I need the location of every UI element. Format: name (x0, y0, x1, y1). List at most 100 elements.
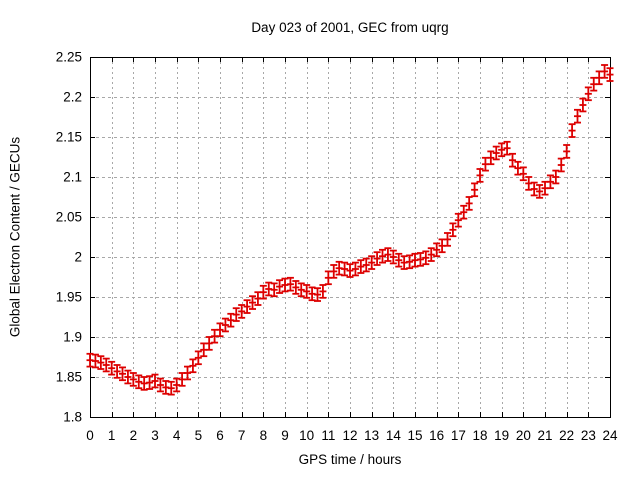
x-tick-label: 9 (281, 428, 289, 443)
x-tick-label: 0 (86, 428, 94, 443)
error-bar-point (601, 64, 609, 79)
data-series (86, 64, 614, 396)
x-tick-label: 6 (216, 428, 224, 443)
x-tick-label: 22 (559, 428, 574, 443)
error-bar-point (124, 369, 132, 385)
x-tick-label: 14 (386, 428, 402, 443)
error-bar-point (330, 264, 338, 279)
error-bar-point (422, 250, 430, 266)
error-bar-point (135, 374, 143, 390)
error-bar-point (465, 196, 473, 211)
x-tick-label: 21 (537, 428, 552, 443)
x-tick-label: 5 (195, 428, 203, 443)
error-bar-point (471, 182, 479, 198)
error-bar-point (384, 247, 392, 262)
error-bar-point (568, 123, 576, 138)
error-bar-point (492, 145, 500, 161)
x-tick-label: 19 (494, 428, 509, 443)
y-tick-label: 2 (74, 250, 82, 265)
x-tick-label: 12 (342, 428, 357, 443)
error-bar-point (292, 280, 300, 295)
error-bar-point (205, 336, 213, 351)
error-bar-point (286, 276, 294, 292)
error-bar-point (108, 360, 116, 376)
error-bar-point (102, 357, 110, 373)
error-bar-point (238, 304, 246, 319)
error-bar-point (546, 174, 554, 190)
x-tick-label: 17 (451, 428, 466, 443)
error-bar-point (341, 261, 349, 277)
error-bar-point (259, 284, 267, 300)
x-tick-label: 15 (407, 428, 422, 443)
error-bar-point (357, 259, 365, 274)
error-bar-point (362, 257, 370, 273)
error-bar-point (563, 144, 571, 159)
error-bar-point (167, 380, 175, 396)
error-bar-point (416, 252, 424, 267)
x-tick-label: 4 (173, 428, 181, 443)
y-tick-label: 2.1 (63, 170, 82, 185)
error-bar-point (151, 373, 159, 389)
x-tick-label: 10 (299, 428, 314, 443)
x-tick-label: 7 (238, 428, 246, 443)
x-tick-label: 16 (429, 428, 444, 443)
y-tick-label: 1.9 (63, 330, 82, 345)
error-bar-point (314, 287, 321, 302)
error-bar-point (303, 284, 311, 299)
y-tick-label: 2.25 (56, 50, 82, 65)
error-bar-point (194, 350, 202, 366)
error-bar-point (97, 355, 105, 370)
x-tick-label: 18 (472, 428, 487, 443)
error-bar-point (498, 142, 506, 158)
error-bar-point (449, 222, 457, 238)
error-bar-point (606, 67, 614, 82)
error-bar-point (221, 317, 229, 333)
error-bar-point (574, 108, 581, 124)
error-bar-point (351, 261, 359, 277)
x-tick-label: 1 (108, 428, 116, 443)
error-bar-point (189, 358, 197, 374)
error-bar-point (557, 157, 565, 173)
error-bar-point (579, 97, 587, 113)
error-bar-point (406, 254, 414, 270)
error-bar-point (297, 282, 305, 298)
error-bar-point (270, 282, 278, 298)
error-bar-point (536, 184, 544, 199)
x-tick-label: 8 (260, 428, 268, 443)
error-bar-point (395, 252, 403, 268)
error-bar-point (460, 204, 468, 220)
error-bar-point (379, 248, 386, 264)
y-tick-label: 2.2 (63, 90, 82, 105)
error-bar-point (319, 284, 327, 299)
y-tick-label: 1.85 (56, 370, 82, 385)
error-bar-point (444, 232, 451, 247)
x-tick-label: 24 (602, 428, 618, 443)
error-bar-point (113, 364, 121, 379)
x-tick-label: 23 (581, 428, 596, 443)
error-bar-point (346, 263, 354, 278)
error-bar-point (249, 295, 256, 310)
error-bar-point (91, 353, 99, 369)
error-bar-point (216, 322, 224, 338)
x-axis-label: GPS time / hours (298, 452, 402, 467)
error-bar-point (487, 150, 495, 166)
error-bar-point (373, 251, 381, 266)
error-bar-point (503, 140, 511, 156)
x-tick-label: 2 (130, 428, 138, 443)
x-tick-label: 11 (321, 428, 335, 443)
error-bar-point (119, 366, 126, 382)
y-tick-label: 1.95 (56, 290, 82, 305)
y-tick-label: 2.15 (56, 130, 82, 145)
error-bar-point (276, 279, 284, 294)
x-tick-label: 13 (364, 428, 379, 443)
error-bar-point (243, 299, 251, 314)
y-tick-label: 2.05 (56, 210, 82, 225)
error-bar-point (368, 255, 376, 270)
error-bar-point (389, 249, 397, 265)
x-tick-label: 3 (151, 428, 159, 443)
error-bar-point (519, 166, 527, 182)
error-bar-point (476, 168, 484, 183)
error-bar-point (509, 152, 516, 168)
